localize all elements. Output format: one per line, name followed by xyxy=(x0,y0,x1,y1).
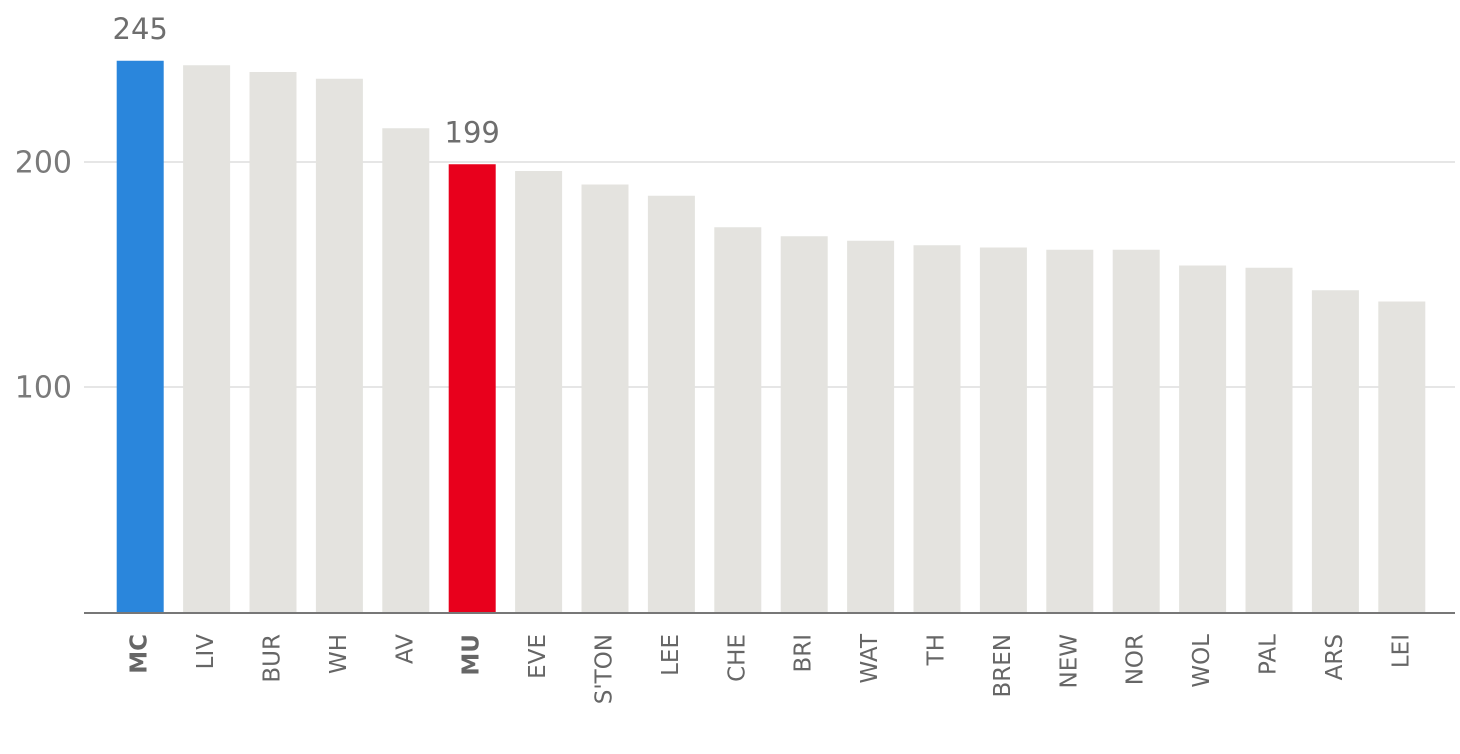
x-tick-label: S'TON xyxy=(592,634,618,704)
bar xyxy=(315,78,363,612)
bar xyxy=(448,164,496,612)
value-label: 199 xyxy=(445,115,500,149)
bar xyxy=(1245,267,1293,612)
x-tick-label: AV xyxy=(392,634,418,664)
bar xyxy=(913,245,961,612)
y-tick-label: 100 xyxy=(15,371,72,406)
bar xyxy=(1179,265,1227,612)
x-tick-label: WAT xyxy=(857,633,883,683)
bar xyxy=(382,128,430,612)
x-tick-label: LIV xyxy=(193,634,219,670)
x-tick-label: TH xyxy=(924,634,950,666)
x-tick-label: EVE xyxy=(525,634,551,679)
bar xyxy=(581,184,629,612)
x-tick-label: PAL xyxy=(1256,634,1282,675)
x-tick-label: LEI xyxy=(1388,634,1414,668)
bar xyxy=(249,72,297,612)
x-tick-label: BREN xyxy=(990,634,1016,698)
bar xyxy=(515,171,563,612)
y-tick-label: 200 xyxy=(15,146,72,181)
bar xyxy=(1378,301,1426,612)
bar xyxy=(183,65,231,612)
x-tick-label: MC xyxy=(127,634,153,674)
x-tick-label: BUR xyxy=(260,634,286,683)
value-label: 245 xyxy=(113,12,168,46)
x-tick-label: MU xyxy=(459,634,485,676)
x-tick-label: WH xyxy=(326,634,352,674)
bar xyxy=(714,227,762,612)
bar xyxy=(1112,249,1160,612)
bar xyxy=(1311,290,1359,612)
x-tick-label: NOR xyxy=(1123,634,1149,685)
x-tick-label: ARS xyxy=(1322,634,1348,680)
x-tick-label: NEW xyxy=(1056,634,1082,688)
bar xyxy=(847,240,895,612)
bar xyxy=(979,247,1027,612)
bar xyxy=(116,60,164,612)
bar xyxy=(780,236,828,612)
x-tick-label: BRI xyxy=(791,634,817,673)
x-tick-label: LEE xyxy=(658,634,684,676)
x-tick-label: CHE xyxy=(724,634,750,682)
bar xyxy=(1046,249,1094,612)
bar xyxy=(647,195,695,612)
x-tick-label: WOL xyxy=(1189,634,1215,688)
